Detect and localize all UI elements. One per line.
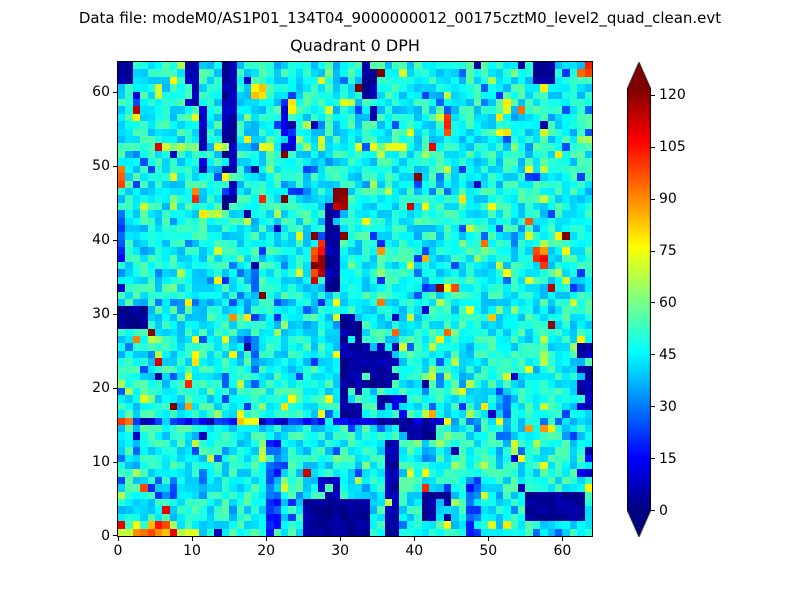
x-tick-label: 20 [257, 543, 276, 559]
colorbar-tick-label: 75 [659, 243, 677, 260]
colorbar-tick-mark [651, 198, 655, 200]
x-tick-label: 40 [405, 543, 424, 559]
y-tick-mark [113, 239, 117, 241]
y-tick-mark [113, 387, 117, 389]
y-tick-label: 20 [92, 379, 110, 396]
y-tick-label: 0 [101, 528, 110, 544]
colorbar-tick-mark [651, 406, 655, 408]
y-tick-mark [113, 91, 117, 93]
colorbar-tick-mark [651, 302, 655, 304]
y-tick-mark [113, 461, 117, 463]
x-tick-label: 10 [183, 543, 201, 559]
x-tick-mark [118, 537, 119, 541]
x-tick-label: 60 [553, 543, 572, 559]
x-tick-mark [340, 537, 342, 541]
colorbar-tick-label: 15 [659, 450, 677, 467]
x-tick-mark [414, 537, 416, 541]
colorbar-tick-mark [651, 94, 655, 96]
colorbar-tick-label: 60 [659, 294, 677, 311]
colorbar-tick-mark [651, 250, 655, 252]
plot-frame [117, 61, 593, 537]
y-tick-mark [113, 165, 117, 167]
colorbar [627, 62, 651, 537]
y-tick-label: 60 [92, 83, 110, 100]
y-tick-label: 10 [92, 453, 110, 470]
y-tick-label: 50 [92, 157, 110, 174]
y-tick-label: 40 [92, 231, 110, 248]
plot-title: Quadrant 0 DPH [290, 36, 420, 55]
colorbar-tick-label: 45 [659, 346, 677, 363]
y-tick-mark [113, 313, 117, 315]
colorbar-tick-label: 105 [659, 139, 686, 156]
colorbar-tick-mark [651, 510, 655, 511]
colorbar-tick-mark [651, 354, 655, 356]
x-tick-label: 50 [479, 543, 498, 559]
x-tick-label: 30 [331, 543, 350, 559]
colorbar-tick-label: 0 [659, 502, 668, 519]
x-tick-label: 0 [113, 543, 123, 559]
x-tick-mark [266, 537, 268, 541]
data-file-label: Data file: modeM0/AS1P01_134T04_90000000… [78, 9, 722, 27]
x-tick-mark [488, 537, 490, 541]
colorbar-tick-label: 90 [659, 191, 677, 208]
y-tick-mark [113, 535, 117, 536]
colorbar-tick-mark [651, 458, 655, 460]
heatmap-image [118, 62, 592, 536]
colorbar-tick-label: 30 [659, 398, 677, 415]
x-tick-mark [192, 537, 194, 541]
y-tick-label: 30 [92, 305, 110, 322]
colorbar-tick-label: 120 [659, 87, 686, 104]
x-tick-mark [562, 537, 564, 541]
colorbar-tick-mark [651, 146, 655, 148]
